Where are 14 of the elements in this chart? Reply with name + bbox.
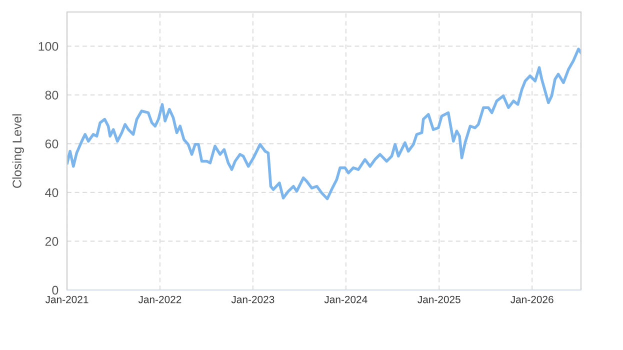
y-tick-label: 100 <box>38 42 58 51</box>
x-tick-label: Jan-2022 <box>138 296 182 304</box>
x-tick-label: Jan-2021 <box>45 296 88 304</box>
y-axis-title: Closing Level <box>12 114 24 188</box>
x-tick-label: Jan-2026 <box>510 296 554 304</box>
y-tick-label: 80 <box>45 90 58 100</box>
y-tick-label: 0 <box>52 286 58 295</box>
line-series <box>67 48 581 200</box>
y-tick-label: 20 <box>45 237 58 246</box>
x-tick-label: Jan-2025 <box>418 296 460 304</box>
x-tick-label: Jan-2024 <box>324 296 368 304</box>
x-tick-label: Jan-2023 <box>231 296 274 304</box>
y-tick-label: 60 <box>45 139 58 148</box>
y-tick-label: 40 <box>45 188 58 198</box>
